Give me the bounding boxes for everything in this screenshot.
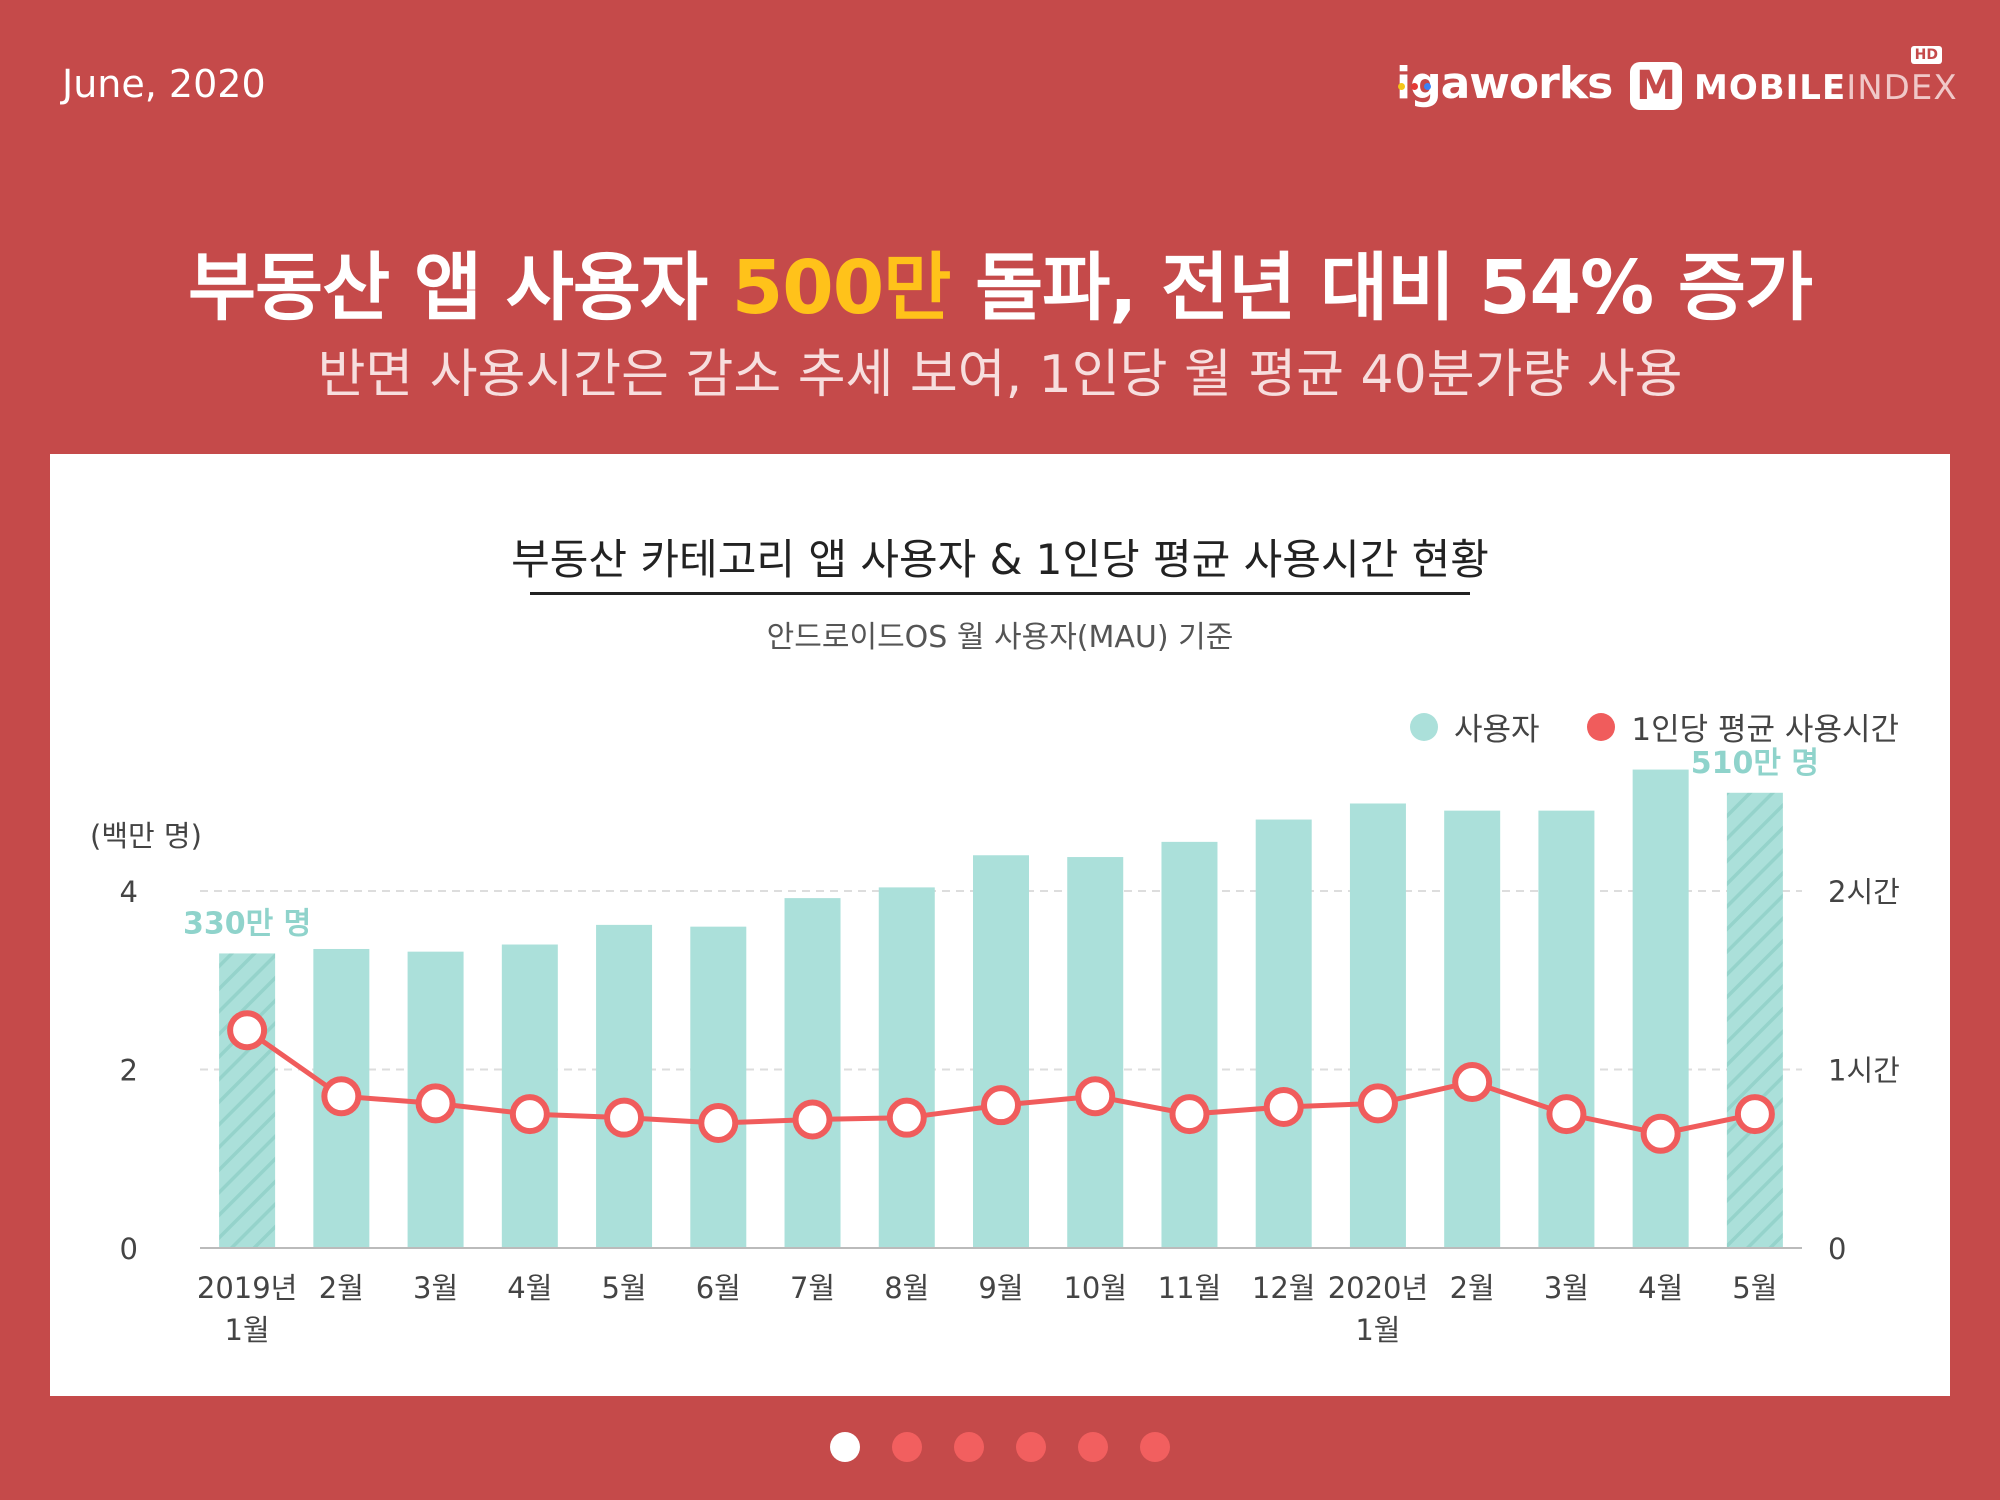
y-axis-label: (백만 명) — [90, 819, 202, 853]
hd-badge: HD — [1910, 46, 1942, 64]
usage-time-point — [604, 1097, 645, 1138]
usage-time-point — [1169, 1094, 1210, 1135]
subheadline: 반면 사용시간은 감소 추세 보여, 1인당 월 평균 40분가량 사용 — [317, 345, 1683, 405]
legend-users-label: 사용자 — [1454, 712, 1540, 748]
pagination-dot[interactable] — [1140, 1432, 1170, 1462]
pagination-dot[interactable] — [830, 1432, 860, 1462]
bar — [1349, 803, 1406, 1248]
usage-time-point — [886, 1097, 927, 1138]
x-tick-label: 2월 — [319, 1271, 364, 1305]
bar — [784, 898, 841, 1248]
bar-annotation: 510만 명 — [1691, 746, 1819, 781]
igaworks-logo-text: igaworks — [1396, 58, 1613, 109]
bar — [219, 953, 276, 1248]
x-tick-label: 5월 — [1732, 1271, 1777, 1305]
usage-time-point — [321, 1076, 362, 1117]
bar — [690, 926, 747, 1248]
legend-item-usage-time: 1인당 평균 사용시간 — [1587, 704, 1899, 749]
x-tick-label: 11월 — [1158, 1271, 1222, 1305]
usage-time-point — [1546, 1094, 1587, 1135]
x-tick-label: 5월 — [601, 1271, 646, 1305]
bar — [1067, 857, 1124, 1248]
usage-time-point — [227, 1010, 268, 1051]
x-tick-label: 4월 — [507, 1271, 552, 1305]
x-tick-label: 12월 — [1252, 1271, 1316, 1305]
x-tick-label: 9월 — [978, 1271, 1023, 1305]
pagination-dot[interactable] — [954, 1432, 984, 1462]
usage-time-point — [1263, 1086, 1304, 1127]
bar — [1444, 810, 1501, 1248]
usage-time-point — [415, 1083, 456, 1124]
pagination-dot[interactable] — [1078, 1432, 1108, 1462]
usage-time-point — [1452, 1061, 1493, 1102]
x-tick-label: 1월 — [225, 1313, 270, 1347]
bar — [1726, 792, 1783, 1248]
usage-time-point — [1075, 1076, 1116, 1117]
x-tick-label: 1월 — [1355, 1313, 1400, 1347]
bar — [878, 887, 935, 1248]
bar-annotation: 330만 명 — [183, 906, 311, 941]
x-tick-label: 2019년 — [197, 1271, 297, 1305]
bar — [596, 924, 653, 1248]
igaworks-logo: igaworks — [1396, 58, 1613, 109]
headline-highlight: 500만 — [731, 245, 952, 331]
x-tick-label: 8월 — [884, 1271, 929, 1305]
usage-time-point — [1640, 1113, 1681, 1154]
usage-time-point — [698, 1103, 739, 1144]
pagination-dot[interactable] — [892, 1432, 922, 1462]
y2-tick-label: 2시간 — [1828, 875, 1900, 909]
y2-tick-label: 0 — [1828, 1232, 1846, 1266]
bar — [1255, 819, 1312, 1248]
x-tick-label: 6월 — [696, 1271, 741, 1305]
x-tick-label: 2020년 — [1328, 1271, 1428, 1305]
legend-users-swatch — [1410, 712, 1438, 741]
x-tick-label: 3월 — [1544, 1271, 1589, 1305]
x-tick-label: 2월 — [1450, 1271, 1495, 1305]
x-tick-label: 4월 — [1638, 1271, 1683, 1305]
x-tick-label: 3월 — [413, 1271, 458, 1305]
legend-usage-time-label: 1인당 평균 사용시간 — [1631, 712, 1900, 748]
mobileindex-logo: M MOBILEINDEX HD — [1630, 46, 1957, 118]
y-tick-label: 0 — [120, 1232, 138, 1266]
bar — [1538, 810, 1595, 1248]
pagination-dot[interactable] — [1016, 1432, 1046, 1462]
headline-part2: 돌파, 전년 대비 54% 증가 — [950, 245, 1813, 331]
mobileindex-logo-light: INDEX — [1846, 68, 1958, 108]
pagination — [0, 1432, 2000, 1466]
legend-usage-time-swatch — [1587, 712, 1616, 741]
legend-item-users: 사용자 — [1410, 704, 1540, 749]
usage-time-point — [981, 1085, 1021, 1126]
date-label: June, 2020 — [62, 62, 266, 106]
bar — [1161, 841, 1218, 1248]
y-tick-label: 4 — [120, 875, 138, 909]
mobileindex-m-icon: M — [1630, 62, 1682, 110]
logo-dots-icon — [1398, 50, 1437, 101]
chart-title-underline — [530, 592, 1470, 595]
mobileindex-logo-bold: MOBILE — [1694, 68, 1847, 108]
y-tick-label: 2 — [120, 1053, 138, 1087]
usage-time-point — [1357, 1083, 1398, 1124]
chart-card: 부동산 카테고리 앱 사용자 & 1인당 평균 사용시간 현황 안드로이드OS … — [50, 454, 1950, 1396]
chart-legend: 사용자 1인당 평균 사용시간 — [1410, 704, 1899, 749]
chart-title: 부동산 카테고리 앱 사용자 & 1인당 평균 사용시간 현황 — [511, 535, 1489, 584]
x-tick-label: 10월 — [1063, 1271, 1127, 1305]
x-tick-label: 7월 — [790, 1271, 835, 1305]
usage-time-point — [509, 1094, 550, 1135]
chart-subtitle: 안드로이드OS 월 사용자(MAU) 기준 — [766, 620, 1234, 655]
headline: 부동산 앱 사용자 500만 돌파, 전년 대비 54% 증가 — [0, 228, 2000, 335]
headline-part1: 부동산 앱 사용자 — [187, 245, 732, 331]
usage-time-point — [792, 1099, 833, 1140]
chart-plot: 0 2 4 0 1시간 2시간 (백만 명) 2019년 1월 2월 3월 4월 5월 6월 7월 8월 9월 1… — [90, 746, 1900, 1347]
bar — [973, 855, 1029, 1248]
usage-time-point — [1734, 1094, 1775, 1135]
bar — [1632, 769, 1689, 1248]
y2-tick-label: 1시간 — [1828, 1053, 1900, 1087]
